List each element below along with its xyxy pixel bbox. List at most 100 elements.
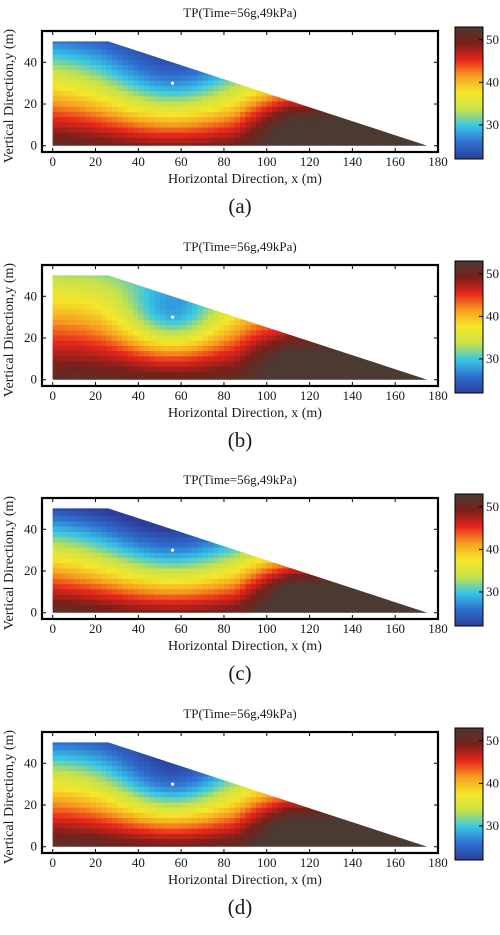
field-cell [111,275,118,279]
field-cell [245,334,252,341]
field-cell [325,583,332,590]
field-cell [191,111,198,118]
field-cell [160,267,166,273]
field-cell [229,74,236,81]
field-cell [363,64,370,71]
field-cell [58,106,65,112]
field-cell [384,376,391,380]
field-cell [74,547,81,553]
field-cell [132,567,139,574]
field-cell [427,531,428,538]
field-cell [325,48,332,55]
field-cell [111,599,118,605]
field-cell [288,106,295,112]
field-cell [132,132,139,138]
field-cell [395,340,402,346]
field-cell [379,604,386,611]
field-cell [298,355,305,362]
field-cell [111,100,118,107]
field-cell [256,508,263,512]
field-cell [427,64,428,71]
field-cell [304,43,311,50]
field-cell [389,59,396,65]
field-cell [298,126,305,133]
field-cell [143,293,150,299]
field-cell [84,90,91,97]
field-cell [240,609,246,613]
field-cell [256,126,263,133]
field-cell [293,573,300,579]
field-cell [240,64,246,71]
field-cell [79,287,86,294]
field-cell [352,583,359,590]
field-cell [218,604,225,611]
field-cell [384,345,391,352]
field-cell [149,41,155,45]
field-cell [229,142,236,146]
field-cell [293,376,300,380]
field-cell [421,277,428,284]
field-cell [149,583,155,590]
field-cell [320,59,327,65]
field-cell [245,583,252,590]
field-cell [336,293,343,299]
field-cell [336,557,343,564]
field-cell [379,508,386,512]
field-cell [138,552,145,559]
field-cell [202,303,209,310]
field-cell [309,526,316,532]
field-cell [149,567,155,574]
field-cell [63,132,70,138]
field-cell [309,48,316,55]
field-cell [266,593,273,600]
field-cell [229,293,236,299]
field-cell [336,371,343,378]
field-cell [240,308,246,315]
field-cell [170,329,177,336]
field-cell [266,69,273,76]
field-cell [309,116,316,123]
field-cell [341,593,348,600]
field-cell [266,520,273,527]
field-cell [421,298,428,305]
field-cell [320,334,327,341]
field-cell [234,137,241,144]
field-cell [352,142,359,146]
field-cell [427,59,428,65]
field-cell [298,314,305,320]
field-cell [58,267,64,273]
field-cell [191,106,198,112]
field-cell [272,324,279,331]
field-cell [282,314,289,320]
field-cell [234,557,241,564]
field-cell [427,578,428,585]
field-cell [309,588,316,595]
field-cell [84,552,91,559]
field-cell [154,319,161,326]
field-cell [79,371,86,378]
field-cell [175,510,182,517]
field-cell [320,85,327,92]
field-cell [336,360,343,367]
field-cell [405,350,412,357]
field-cell [186,345,193,352]
field-cell [52,366,54,372]
field-cell [229,33,235,39]
field-cell [74,599,81,605]
field-cell [202,53,209,60]
field-cell [218,287,225,294]
field-cell [352,604,359,611]
field-cell [218,142,225,146]
field-cell [68,106,75,112]
field-cell [320,43,327,50]
field-cell [282,552,289,559]
field-cell [106,350,113,357]
field-cell [352,33,358,39]
field-cell [363,531,370,538]
field-cell [341,552,348,559]
field-cell [132,334,139,341]
field-cell [234,508,241,512]
field-cell [127,48,134,55]
field-cell [368,345,375,352]
field-cell [52,116,59,123]
